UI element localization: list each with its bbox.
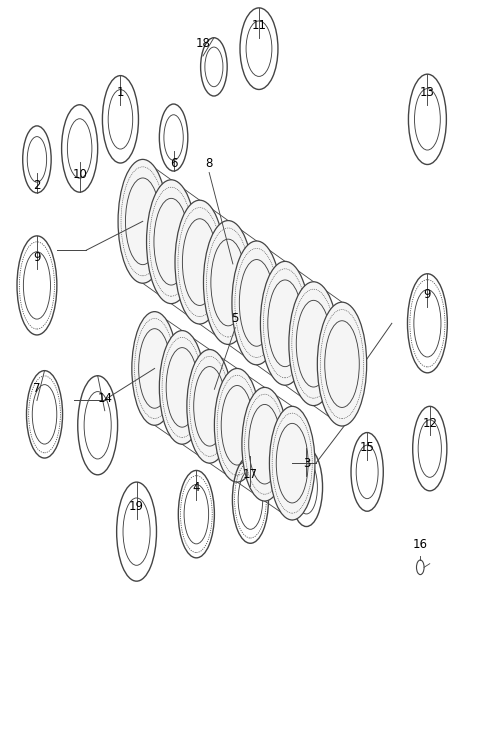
Text: 16: 16 (413, 537, 428, 550)
Text: 7: 7 (33, 382, 41, 395)
Text: 17: 17 (243, 468, 258, 481)
Text: 10: 10 (72, 168, 87, 181)
Text: 5: 5 (231, 313, 239, 325)
Text: 6: 6 (170, 157, 177, 170)
Text: 9: 9 (424, 288, 431, 302)
Ellipse shape (159, 330, 205, 444)
Ellipse shape (215, 368, 260, 482)
Text: 11: 11 (252, 19, 266, 32)
Ellipse shape (289, 282, 338, 406)
Text: 18: 18 (195, 37, 210, 50)
Text: 14: 14 (97, 392, 112, 405)
Text: 12: 12 (422, 417, 437, 429)
Text: 9: 9 (33, 250, 41, 264)
Ellipse shape (146, 180, 196, 304)
Text: 8: 8 (205, 157, 213, 170)
Ellipse shape (317, 302, 367, 426)
Text: 15: 15 (360, 441, 374, 454)
Ellipse shape (242, 388, 288, 501)
Ellipse shape (269, 407, 315, 520)
Text: 1: 1 (117, 86, 124, 99)
Text: 19: 19 (129, 500, 144, 512)
Text: 3: 3 (303, 457, 310, 470)
Text: 4: 4 (192, 482, 200, 495)
Text: 13: 13 (420, 86, 435, 99)
Ellipse shape (175, 200, 224, 324)
Ellipse shape (232, 241, 281, 365)
Ellipse shape (261, 261, 310, 385)
Ellipse shape (118, 159, 168, 283)
Ellipse shape (204, 221, 253, 344)
Ellipse shape (132, 312, 178, 425)
Ellipse shape (187, 349, 232, 463)
Text: 2: 2 (33, 179, 41, 192)
